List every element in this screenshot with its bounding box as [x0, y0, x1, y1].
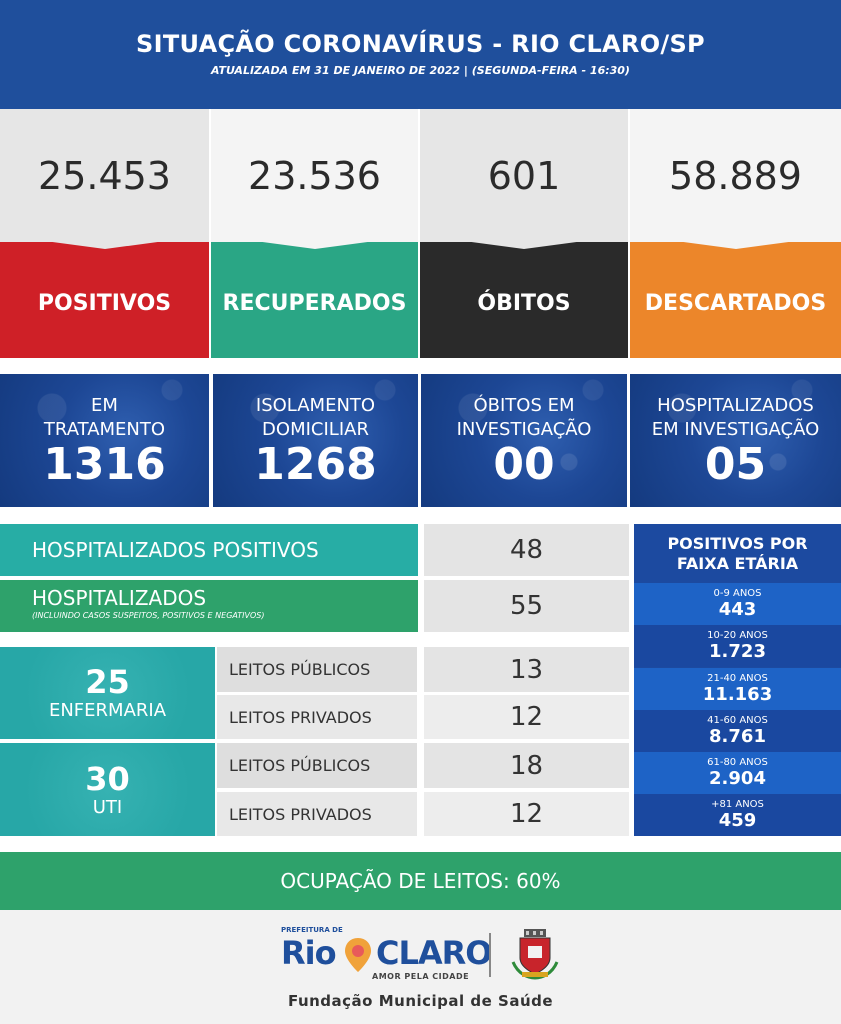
obitos-investigacao-value: 00 [493, 438, 555, 490]
age-row-label: +81 ANOS [711, 799, 764, 810]
hospitalizados-positivos-label: HOSPITALIZADOS POSITIVOS [0, 524, 418, 576]
location-pin-icon [345, 938, 371, 972]
enfermaria-publicos-value: 13 [424, 647, 629, 692]
age-row-label: 41-60 ANOS [707, 715, 768, 726]
enfermaria-count: 25 [85, 663, 130, 701]
positivos-value: 25.453 [0, 109, 209, 242]
em-tratamento-card: EM TRATAMENTO 1316 [0, 374, 209, 507]
recuperados-card: RECUPERADOS [211, 241, 418, 358]
hospitalizados-investigacao-label-1: HOSPITALIZADOS [657, 394, 814, 416]
enfermaria-label: ENFERMARIA [48, 700, 167, 721]
hospitalizados-investigacao-value: 05 [704, 438, 767, 490]
page-title: SITUAÇÃO CORONAVÍRUS - RIO CLARO/SP [136, 30, 705, 58]
logo-claro-text: CLARO [376, 934, 492, 972]
uti-privados-value: 12 [424, 792, 629, 836]
logo-divider [489, 933, 491, 977]
coat-of-arms-icon [511, 929, 559, 980]
occupancy-banner: OCUPAÇÃO DE LEITOS: 60% [0, 852, 841, 910]
enfermaria-publicos-label: LEITOS PÚBLICOS [217, 647, 417, 692]
foundation-name: Fundação Municipal de Saúde [287, 992, 554, 1010]
age-title-line-1: POSITIVOS POR [667, 534, 808, 553]
uti-publicos-label: LEITOS PÚBLICOS [217, 743, 417, 788]
isolamento-label-2: DOMICILIAR [262, 418, 369, 440]
hospitalizados-total-label: HOSPITALIZADOS [32, 586, 207, 610]
uti-publicos-value: 18 [424, 743, 629, 788]
uti-panel: 30 UTI [0, 743, 215, 836]
age-row-label: 0-9 ANOS [713, 588, 762, 599]
age-row: 61-80 ANOS 2.904 [634, 752, 841, 794]
logo-rio-text: Rio [281, 934, 337, 972]
hospitalizados-total-note: (INCLUINDO CASOS SUSPEITOS, POSITIVOS E … [32, 611, 265, 620]
age-row-label: 21-40 ANOS [707, 673, 768, 684]
age-row-value: 443 [718, 599, 757, 620]
age-row-value: 8.761 [709, 726, 766, 747]
update-timestamp: ATUALIZADA EM 31 DE JANEIRO DE 2022 | (S… [211, 64, 630, 77]
obitos-value: 601 [420, 109, 628, 242]
obitos-investigacao-label-2: INVESTIGAÇÃO [456, 418, 592, 440]
age-title-line-2: FAIXA ETÁRIA [676, 554, 799, 573]
obitos-card: ÓBITOS [420, 241, 628, 358]
age-row: 21-40 ANOS 11.163 [634, 668, 841, 710]
age-row: +81 ANOS 459 [634, 794, 841, 836]
em-tratamento-label-1: EM [91, 394, 118, 416]
em-tratamento-value: 1316 [43, 438, 166, 490]
age-row-value: 2.904 [709, 768, 766, 789]
enfermaria-privados-value: 12 [424, 695, 629, 739]
enfermaria-privados-label: LEITOS PRIVADOS [217, 695, 417, 739]
header-banner [0, 0, 841, 109]
age-row: 10-20 ANOS 1.723 [634, 625, 841, 667]
uti-count: 30 [85, 759, 130, 798]
age-row-value: 11.163 [702, 684, 773, 705]
em-tratamento-label-2: TRATAMENTO [43, 418, 166, 440]
descartados-card: DESCARTADOS [630, 241, 841, 358]
hospitalizados-positivos-value: 48 [424, 524, 629, 576]
recuperados-label: RECUPERADOS [222, 290, 407, 316]
logo-tagline: AMOR PELA CIDADE [372, 972, 470, 981]
age-row: 0-9 ANOS 443 [634, 583, 841, 625]
age-row-value: 1.723 [709, 641, 766, 662]
isolamento-card: ISOLAMENTO DOMICILIAR 1268 [213, 374, 418, 507]
uti-label: UTI [92, 796, 123, 818]
hospitalizados-investigacao-card: HOSPITALIZADOS EM INVESTIGAÇÃO 05 [630, 374, 841, 507]
uti-privados-label: LEITOS PRIVADOS [217, 792, 417, 836]
age-row: 41-60 ANOS 8.761 [634, 710, 841, 752]
obitos-investigacao-label-1: ÓBITOS EM [473, 394, 575, 416]
hospitalizados-investigacao-label-2: EM INVESTIGAÇÃO [651, 418, 820, 440]
age-row-value: 459 [718, 810, 757, 831]
positivos-card: POSITIVOS [0, 241, 209, 358]
footer [0, 910, 841, 1024]
age-row-label: 10-20 ANOS [707, 630, 768, 641]
age-panel-title: POSITIVOS POR FAIXA ETÁRIA [634, 534, 841, 574]
recuperados-value: 23.536 [211, 109, 418, 242]
isolamento-label-1: ISOLAMENTO [255, 394, 376, 416]
age-row-label: 61-80 ANOS [707, 757, 768, 768]
positivos-label: POSITIVOS [37, 290, 172, 316]
descartados-value: 58.889 [630, 109, 841, 242]
isolamento-value: 1268 [254, 438, 377, 490]
obitos-label: ÓBITOS [477, 290, 571, 316]
logo-prefeitura-text: PREFEITURA DE [281, 926, 343, 934]
hospitalizados-total-block: HOSPITALIZADOS (INCLUINDO CASOS SUSPEITO… [0, 580, 418, 632]
hospitalizados-total-value: 55 [424, 580, 629, 632]
enfermaria-panel: 25 ENFERMARIA [0, 647, 215, 739]
obitos-investigacao-card: ÓBITOS EM INVESTIGAÇÃO 00 [421, 374, 627, 507]
descartados-label: DESCARTADOS [644, 290, 827, 316]
